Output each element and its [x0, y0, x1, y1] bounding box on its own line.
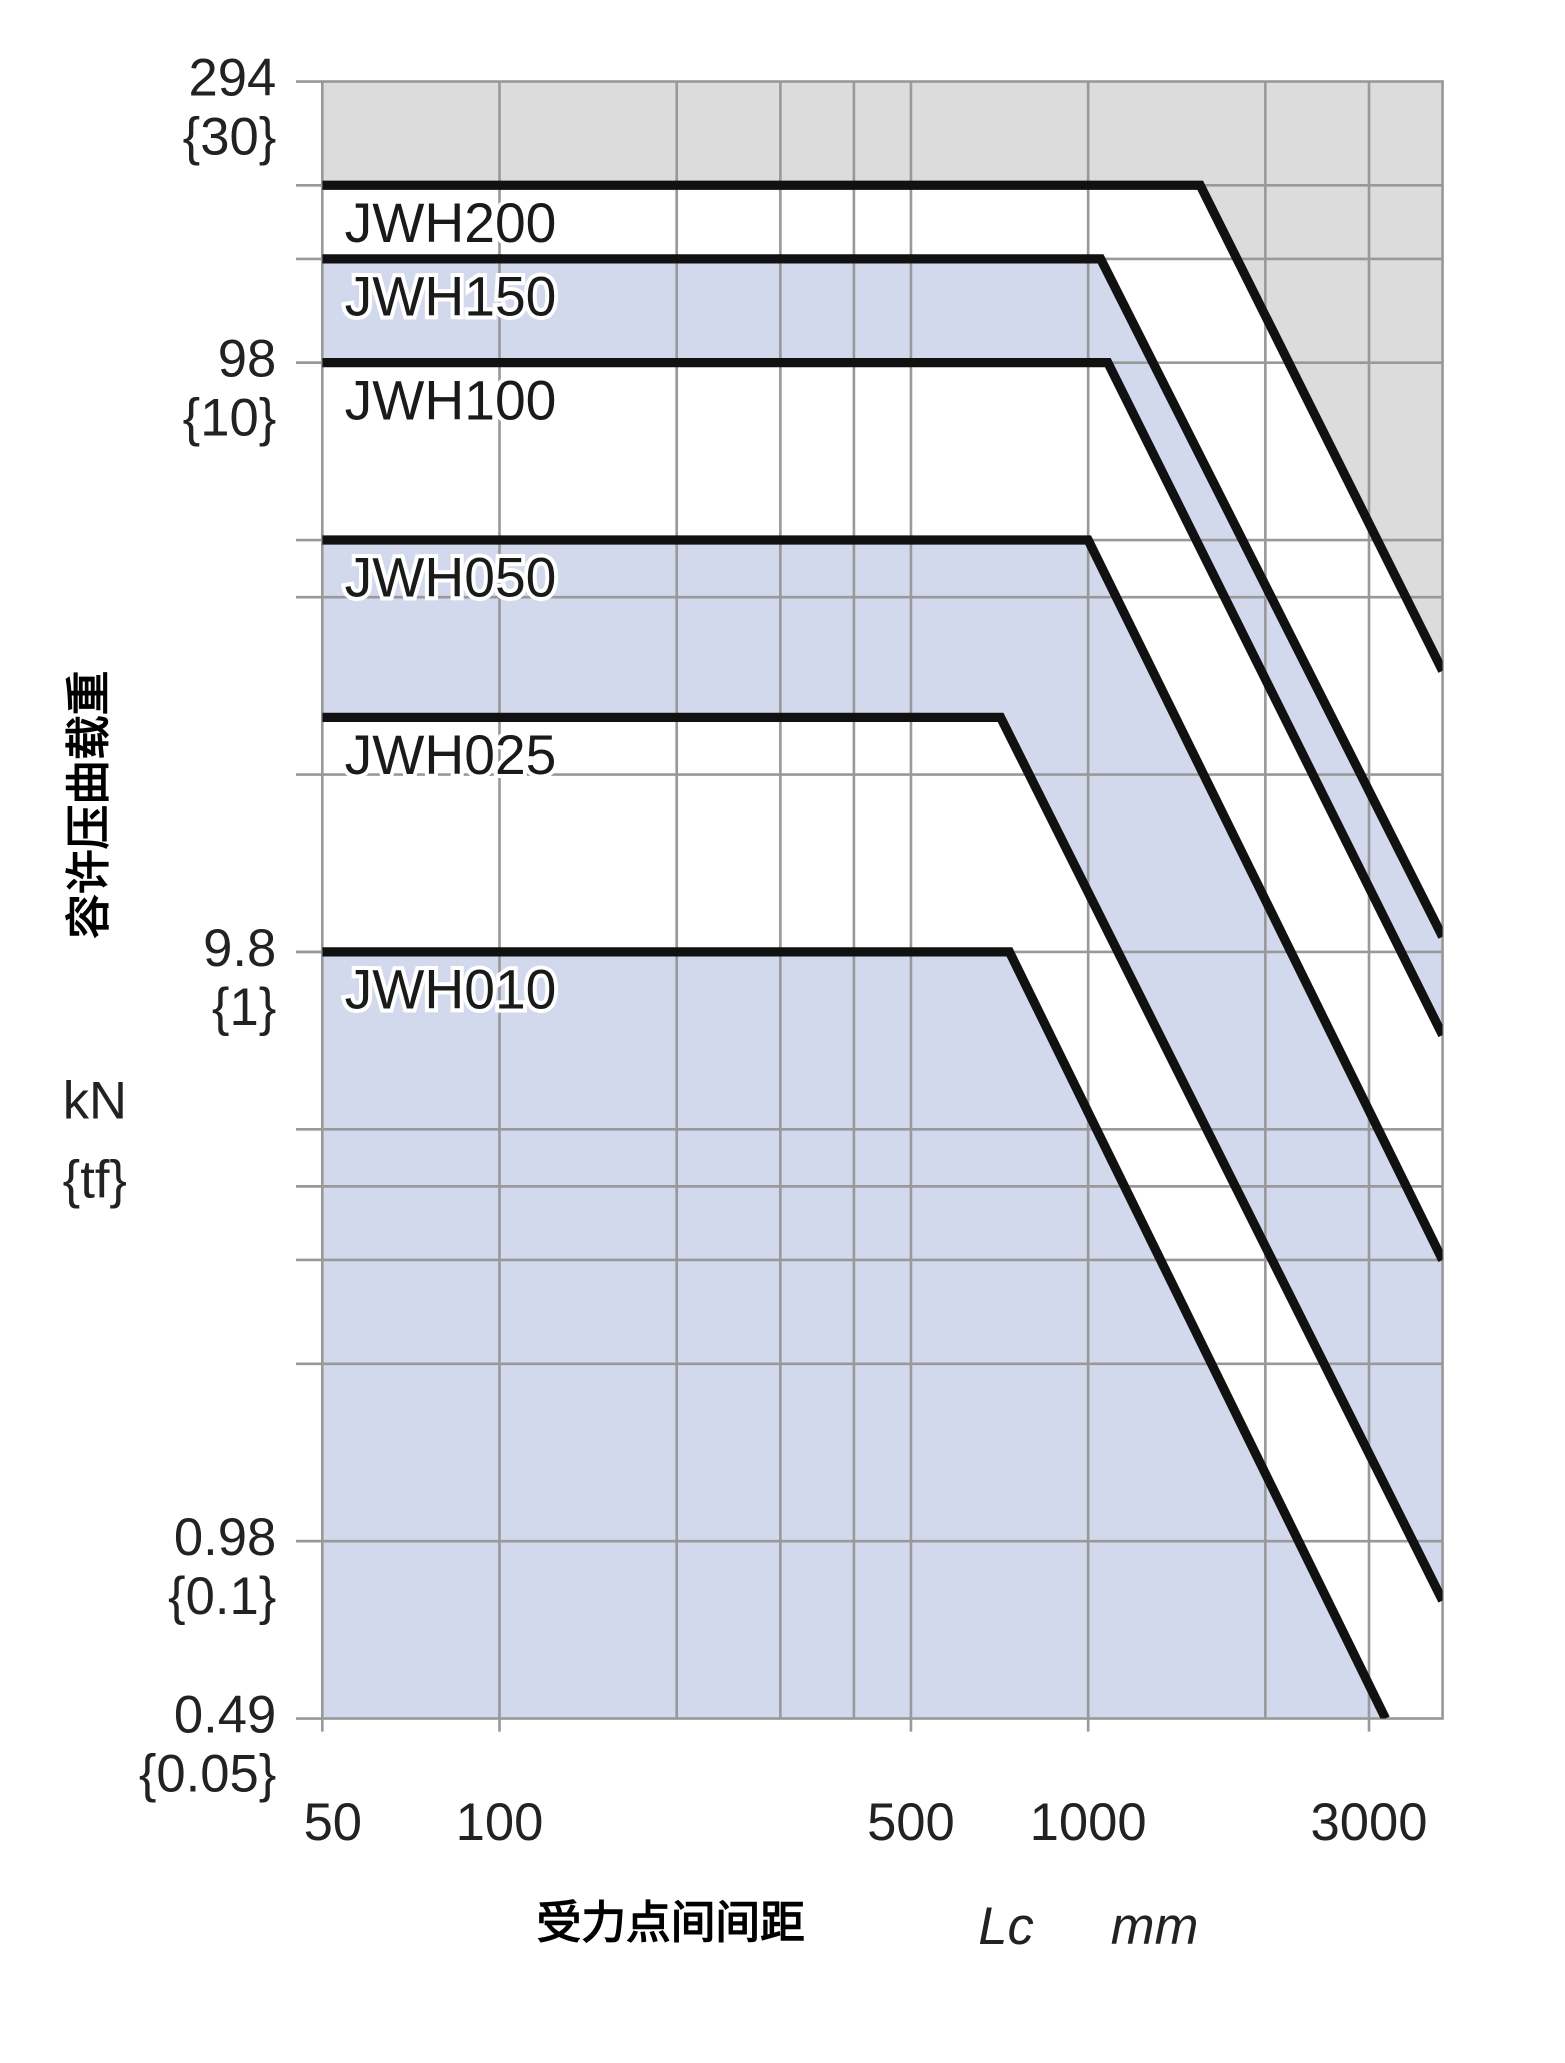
- series-line: [322, 180, 1443, 673]
- x-axis-label: 受力点间间距: [537, 1899, 805, 1948]
- series-label: JWH050: [345, 547, 557, 609]
- band: [322, 951, 1443, 1719]
- band: [322, 81, 1443, 1719]
- x-tick-label: 50: [304, 1793, 362, 1852]
- y-tick-alt-label: {30}: [183, 108, 277, 167]
- lines: [322, 180, 1443, 1719]
- series-line: [322, 947, 1390, 1719]
- labels: 0.49{0.05} 0.98{0.1} 9.8{1} 98{10} 294{30} 50…: [139, 48, 1428, 1852]
- x-tick-label: 1000: [1030, 1793, 1147, 1852]
- series-line: [322, 254, 1443, 939]
- y-tick-alt-label: {1}: [212, 978, 276, 1037]
- y-unit-alt: {tf}: [63, 1150, 127, 1209]
- band: [322, 362, 1443, 1719]
- x-tick-label: 500: [867, 1793, 955, 1852]
- bands: [322, 81, 1443, 1719]
- series-line: [322, 712, 1443, 1603]
- x-unit-symbol: Lc: [978, 1897, 1034, 1956]
- series-label: JWH025: [345, 724, 557, 786]
- series-label: JWH200: [345, 192, 557, 254]
- x-tick-label: 3000: [1311, 1793, 1428, 1852]
- y-tick-label: 0.49: [174, 1685, 276, 1744]
- y-tick-alt-label: {10}: [183, 389, 277, 448]
- x-tick-label: 100: [456, 1793, 544, 1852]
- band: [322, 540, 1443, 1719]
- series-label: JWH100: [345, 369, 557, 431]
- y-tick-label: 0.98: [174, 1508, 276, 1567]
- series-line: [322, 535, 1443, 1263]
- series-label: JWH010: [345, 959, 557, 1021]
- y-tick-alt-label: {0.1}: [168, 1567, 276, 1626]
- x-unit: mm: [1111, 1897, 1199, 1956]
- plot-frame: [320, 80, 1444, 1720]
- y-tick-label: 98: [218, 330, 276, 389]
- y-unit: kN: [63, 1071, 127, 1130]
- series-label: JWH150: [345, 266, 557, 328]
- band: [322, 717, 1443, 1719]
- y-tick-label: 9.8: [203, 919, 276, 978]
- series-line: [322, 358, 1443, 1038]
- y-axis-label: 容许压曲载重: [65, 671, 114, 939]
- y-tick-label: 294: [189, 48, 277, 107]
- y-tick-alt-label: {0.05}: [139, 1745, 276, 1804]
